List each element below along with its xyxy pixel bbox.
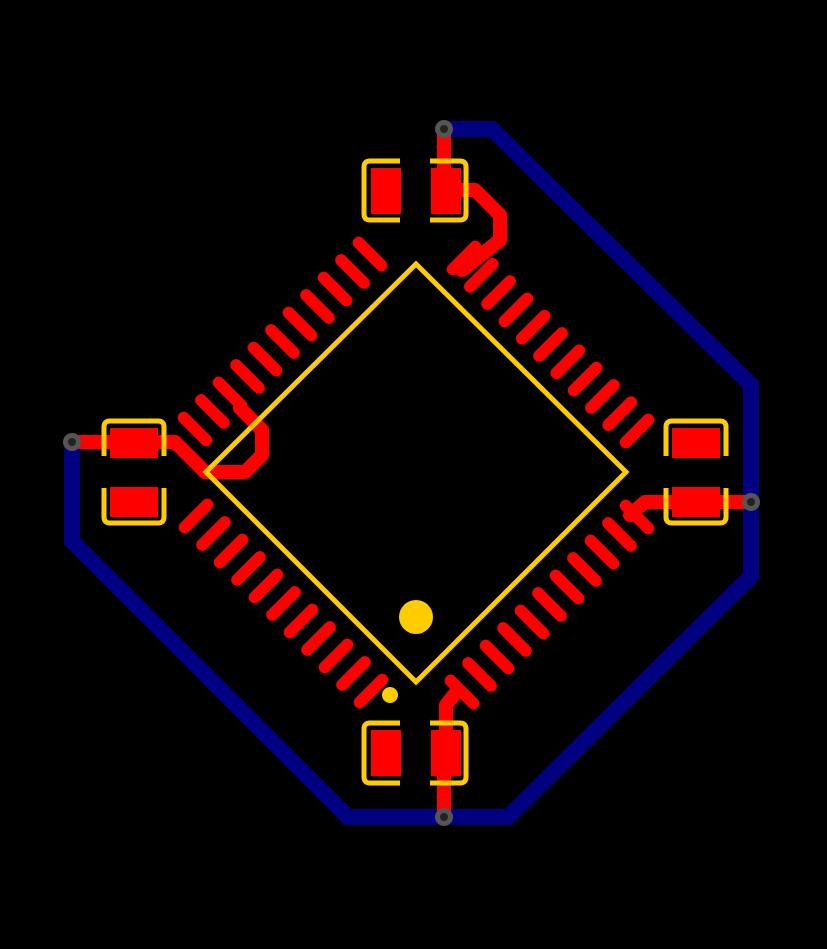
chip-pin-upper-right-6	[533, 327, 568, 362]
chip-pin-lower-right-6	[532, 587, 567, 622]
chip-pin-lower-left-5	[248, 568, 284, 604]
chip-pin-upper-right-10	[602, 396, 638, 432]
chip-pin-lower-left-9	[318, 638, 354, 674]
chip-pin-upper-right-7	[550, 344, 586, 380]
chip-pin-lower-right-11	[444, 674, 480, 710]
chip-pin-upper-right-9	[585, 379, 620, 414]
bottom-layer-ring-trace	[64, 121, 759, 825]
via-right	[742, 493, 760, 511]
chip-pin-upper-right-1	[446, 240, 482, 276]
capacitor-right	[663, 418, 729, 526]
capacitor-bottom-pad-2	[431, 730, 461, 776]
chip-pin-lower-right-2	[602, 517, 637, 552]
chip-pin-lower-left-10	[336, 656, 371, 691]
chip-pin-lower-right-1	[619, 499, 655, 535]
chip-pin-lower-left-4	[231, 551, 266, 586]
capacitor-left-pad-1	[110, 428, 158, 458]
chip-pin-lower-right-10	[462, 657, 497, 692]
chip-pin-lower-right-4	[567, 552, 602, 587]
chip-pin-upper-left-8	[230, 359, 265, 394]
capacitor-top-silk-left	[361, 158, 400, 223]
chip-pin-lower-right-3	[584, 534, 620, 570]
chip-pin-upper-left-11	[177, 411, 213, 447]
capacitor-left-silk-bottom	[101, 488, 167, 526]
chip-pin-upper-left-9	[212, 376, 248, 412]
capacitor-right-silk-top	[663, 418, 729, 456]
chip-pin-lower-right-9	[479, 639, 515, 675]
via-left	[63, 433, 81, 451]
chip-pin-upper-left-2	[335, 254, 370, 289]
chip-pin-lower-left-6	[266, 586, 301, 621]
chip-pin-upper-left-1	[352, 236, 388, 272]
chip-pin-lower-left-2	[196, 516, 231, 551]
chip-pin-upper-right-4	[498, 292, 534, 328]
pin1-marker	[399, 600, 433, 634]
chip-pin-upper-left-3	[317, 271, 353, 307]
pin1-small-marker	[382, 687, 398, 703]
capacitor-left-silk-top	[101, 418, 167, 456]
chip-pin-upper-right-8	[567, 361, 603, 397]
capacitor-bottom-silk-right	[430, 720, 469, 786]
chip-pin-upper-right-11	[619, 413, 655, 449]
chip-pin-lower-left-3	[213, 533, 249, 569]
capacitor-top-silk-right	[430, 158, 469, 223]
chip-pin-upper-left-7	[247, 341, 283, 377]
via-top	[435, 120, 453, 138]
chip-pin-upper-left-6	[265, 324, 300, 359]
capacitor-bottom-silk-left	[361, 720, 400, 786]
chip-pin-lower-right-7	[514, 604, 550, 640]
chip-pin-upper-right-3	[481, 275, 516, 310]
capacitor-right-pad-2	[672, 487, 720, 517]
chip-pin-upper-right-2	[463, 257, 499, 293]
chip-outline	[202, 260, 630, 686]
chip-pin-lower-left-11	[353, 673, 389, 709]
via-bottom	[435, 808, 453, 826]
chip-pin-upper-left-10	[195, 394, 230, 429]
trace-left-cap-to-chip	[153, 401, 269, 479]
chip-pin-upper-left-5	[282, 306, 318, 342]
capacitor-left	[101, 418, 167, 526]
chip-pin-lower-right-8	[497, 622, 532, 657]
capacitor-bottom	[361, 720, 469, 786]
chip-pin-lower-left-7	[283, 603, 319, 639]
chip-pin-lower-left-1	[178, 498, 214, 534]
capacitor-right-pad-1	[672, 428, 720, 458]
capacitor-right-silk-bottom	[663, 488, 729, 526]
chip-pin-upper-right-5	[515, 309, 551, 345]
chip-pin-lower-left-8	[301, 621, 336, 656]
capacitor-top-pad-2	[431, 168, 461, 214]
chip-pin-upper-left-4	[300, 289, 335, 324]
chip-pins	[177, 236, 655, 710]
capacitor-left-pad-2	[110, 487, 158, 517]
capacitor-top	[361, 158, 469, 223]
capacitor-bottom-pad-1	[371, 730, 401, 776]
capacitor-top-pad-1	[371, 168, 401, 214]
chip-pin-lower-right-5	[549, 569, 585, 605]
